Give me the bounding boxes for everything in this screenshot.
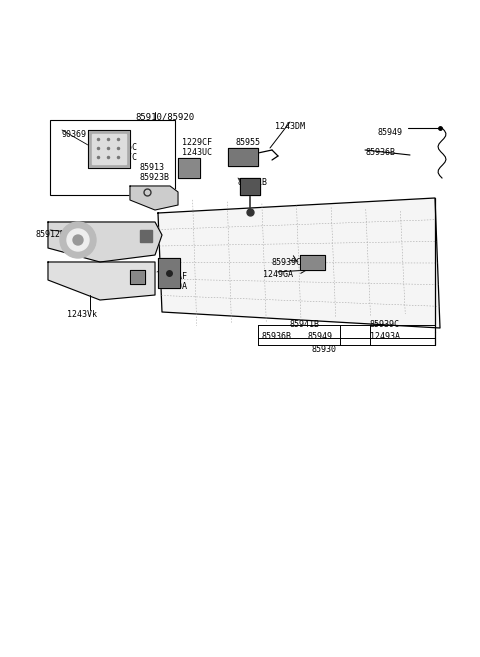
Text: 85936B: 85936B [365, 148, 395, 157]
Polygon shape [140, 230, 152, 242]
Text: 85910/85920: 85910/85920 [135, 112, 194, 121]
Text: 1243UC: 1243UC [182, 148, 212, 157]
Polygon shape [300, 255, 325, 270]
Text: 85919A: 85919A [157, 282, 187, 291]
Text: 85930: 85930 [312, 345, 337, 354]
Polygon shape [88, 130, 130, 168]
Circle shape [73, 235, 83, 245]
Polygon shape [48, 222, 162, 262]
Polygon shape [228, 148, 258, 166]
Polygon shape [158, 258, 180, 288]
Text: 85916C: 85916C [108, 143, 138, 152]
Bar [50, 120, 175, 195]
Polygon shape [158, 198, 440, 328]
Text: 85936B: 85936B [262, 332, 292, 341]
Polygon shape [130, 186, 178, 210]
Text: 1243Vk: 1243Vk [67, 310, 97, 319]
Text: 85913: 85913 [140, 163, 165, 172]
Polygon shape [178, 158, 200, 178]
Polygon shape [130, 270, 145, 284]
Text: 85939C: 85939C [370, 320, 400, 329]
Text: 85941B: 85941B [290, 320, 320, 329]
Text: 85917C: 85917C [108, 153, 138, 162]
Text: 85949: 85949 [308, 332, 333, 341]
Text: 12493A: 12493A [370, 332, 400, 341]
Polygon shape [92, 134, 126, 164]
Text: 1229CF: 1229CF [182, 138, 212, 147]
Polygon shape [48, 262, 155, 300]
Text: 85941B: 85941B [238, 178, 268, 187]
Text: 491AB: 491AB [228, 148, 253, 157]
Text: 1125AF: 1125AF [157, 272, 187, 281]
Text: 85955: 85955 [235, 138, 260, 147]
Text: 90369: 90369 [62, 130, 87, 139]
Circle shape [67, 229, 89, 251]
Text: 1243DM: 1243DM [275, 122, 305, 131]
Text: 85912B: 85912B [35, 230, 65, 239]
Text: 1249GA: 1249GA [263, 270, 293, 279]
Text: 85949: 85949 [378, 128, 403, 137]
Circle shape [60, 222, 96, 258]
Text: 85939C: 85939C [272, 258, 302, 267]
Polygon shape [240, 178, 260, 195]
Text: 85923B: 85923B [140, 173, 170, 182]
